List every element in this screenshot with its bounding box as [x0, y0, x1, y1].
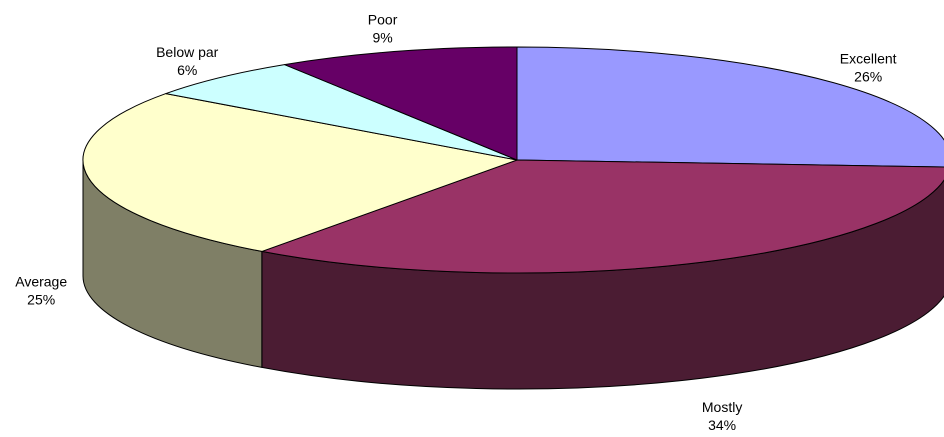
- slice-label-percent: 9%: [372, 29, 392, 45]
- slice-label-name: Mostly: [702, 399, 742, 415]
- pie-slice-average: [82, 93, 518, 252]
- slice-label-name: Below par: [156, 44, 219, 60]
- slice-label-name: Poor: [368, 11, 398, 27]
- pie-labels: Excellent 26% Mostly 34% Average 25% Below par…: [15, 11, 896, 432]
- slice-label-mostly: Mostly 34%: [702, 399, 742, 433]
- pie-top-faces: [82, 46, 944, 274]
- slice-label-percent: 6%: [177, 62, 197, 78]
- slice-label-name: Excellent: [840, 50, 897, 66]
- pie-slice-below-par: [165, 64, 518, 161]
- slice-label-name: Average: [15, 273, 67, 289]
- slice-label-percent: 34%: [708, 417, 736, 433]
- slice-label-below-par: Below par 6%: [156, 44, 219, 78]
- slice-label-percent: 26%: [854, 68, 882, 84]
- slice-label-average: Average 25%: [15, 273, 67, 307]
- slice-label-excellent: Excellent 26%: [840, 50, 897, 84]
- pie-side-edges: [261, 251, 263, 368]
- pie-slice-poor: [283, 46, 518, 161]
- pie-slice-mostly: [261, 159, 944, 274]
- pie-slice-excellent: [516, 46, 944, 168]
- slice-label-percent: 25%: [27, 291, 55, 307]
- slice-label-poor: Poor 9%: [368, 11, 398, 45]
